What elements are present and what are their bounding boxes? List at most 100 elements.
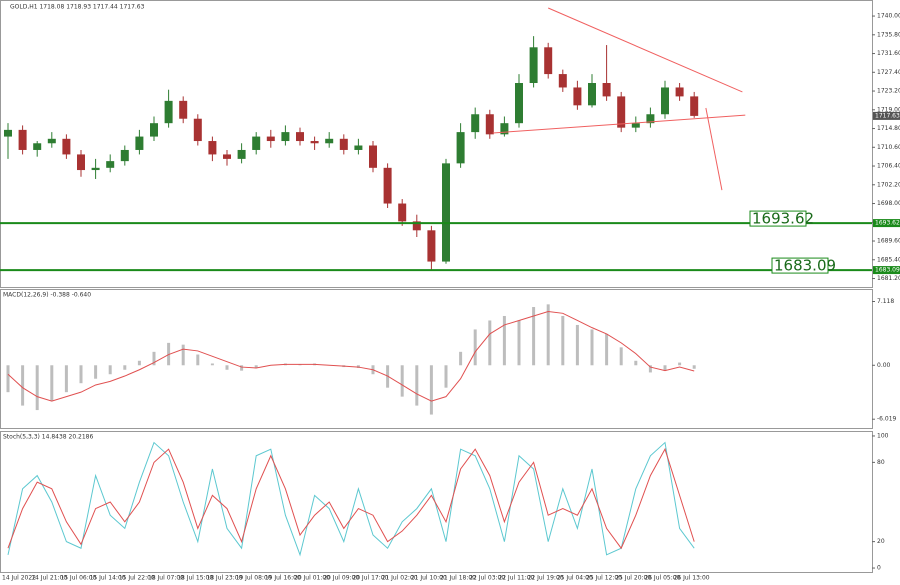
- level-label-box: [749, 210, 807, 227]
- macd-panel: [0, 289, 873, 429]
- y-tick-label: 1706.40: [877, 163, 900, 170]
- last-price-label: 1717.63: [875, 112, 900, 119]
- macd-bar: [590, 329, 594, 366]
- y-tick-label: 1685.40: [877, 256, 900, 263]
- candle-body: [33, 143, 42, 150]
- candle-body: [296, 132, 304, 142]
- y-tick-label: 1723.20: [877, 88, 900, 95]
- macd-bar: [64, 365, 68, 393]
- candle-body: [442, 163, 450, 262]
- main-panel: [0, 0, 873, 288]
- candle-body: [4, 129, 12, 137]
- macd-bar: [429, 365, 433, 415]
- stoch-title: Stoch(5,3,3) 14.8438 20.2186: [3, 434, 94, 441]
- candle-body: [369, 145, 377, 168]
- macd-bar: [196, 354, 200, 366]
- x-tick-label: 20 Jul 01:00: [294, 575, 330, 582]
- candle-body: [544, 47, 553, 75]
- macd-title: MACD(12,26,9) -0.388 -0.640: [3, 292, 91, 299]
- macd-bar: [210, 363, 214, 366]
- y-tick-label: 1710.60: [877, 144, 900, 151]
- candle-body: [631, 123, 640, 128]
- macd-bar: [561, 315, 565, 366]
- macd-bar: [575, 324, 579, 366]
- candle-body: [18, 129, 27, 150]
- x-tick-label: 22 Jul 11:00: [498, 575, 534, 582]
- macd-bar: [35, 365, 39, 411]
- x-tick-label: 18 Jul 07:00: [148, 575, 184, 582]
- x-tick-label: 15 Jul 06:00: [60, 575, 96, 582]
- y-tick-label: 1727.40: [877, 69, 900, 76]
- x-tick-label: 15 Jul 14:00: [90, 575, 126, 582]
- level-label: 1693.62: [752, 210, 814, 228]
- macd-bar: [502, 315, 506, 366]
- candle-body: [471, 114, 480, 133]
- chart-title: GOLD,H1 1718.08 1718.93 1717.44 1717.63: [10, 4, 145, 11]
- stoch-line: [7, 447, 695, 550]
- macd-bar: [648, 365, 652, 373]
- stoch-line: [7, 441, 695, 557]
- candle-body: [106, 161, 115, 168]
- x-tick-label: 22 Jul 03:00: [469, 575, 505, 582]
- candle-body: [193, 118, 202, 142]
- candle-body: [281, 132, 290, 142]
- x-tick-label: 19 Jul 08:00: [236, 575, 272, 582]
- candle-body: [690, 96, 699, 116]
- candle-body: [412, 221, 421, 231]
- candle-body: [208, 141, 217, 155]
- level-label: 1683.09: [774, 257, 836, 275]
- macd-bar: [605, 333, 609, 366]
- candle-body: [179, 100, 188, 119]
- y-tick-label: 7.118: [877, 298, 894, 305]
- macd-bar: [663, 365, 667, 371]
- macd-bar: [415, 365, 419, 406]
- macd-bar: [517, 320, 521, 366]
- x-tick-label: 25 Jul 12:00: [586, 575, 622, 582]
- x-tick-label: 18 Jul 23:00: [206, 575, 242, 582]
- candle-body: [47, 138, 56, 144]
- candle-body: [456, 132, 465, 164]
- y-tick-label: 1714.80: [877, 125, 900, 132]
- candle-body: [485, 114, 494, 135]
- y-tick-label: 1719.00: [877, 106, 900, 113]
- candle-body: [62, 138, 71, 155]
- x-tick-label: 18 Jul 15:00: [177, 575, 213, 582]
- macd-bar: [473, 329, 477, 366]
- macd-bar: [123, 365, 127, 370]
- x-tick-label: 26 Jul 13:00: [674, 575, 710, 582]
- x-tick-label: 21 Jul 18:00: [440, 575, 476, 582]
- macd-bar: [50, 365, 54, 402]
- x-tick-label: 21 Jul 10:00: [411, 575, 447, 582]
- y-tick-label: 1702.20: [877, 181, 900, 188]
- trend-line: [705, 107, 723, 191]
- macd-bar: [254, 365, 258, 368]
- macd-bar: [240, 365, 244, 371]
- candle-body: [77, 154, 85, 171]
- y-tick-label: 1740.00: [877, 13, 900, 20]
- axis-level-box: [873, 266, 900, 275]
- candle-body: [266, 136, 275, 142]
- macd-bar: [94, 365, 98, 379]
- macd-bar: [108, 365, 112, 375]
- y-tick-label: 80: [877, 459, 885, 466]
- candle-body: [237, 149, 246, 159]
- macd-bar: [634, 360, 638, 366]
- x-tick-label: 14 Jul 21:00: [31, 575, 67, 582]
- candle-body: [325, 138, 334, 144]
- macd-bar: [79, 365, 83, 384]
- macd-bar: [678, 362, 682, 366]
- candle-body: [617, 96, 626, 128]
- macd-bar: [459, 351, 463, 366]
- macd-bar: [225, 365, 229, 370]
- macd-bar: [488, 320, 492, 366]
- y-tick-label: -6.019: [877, 416, 897, 423]
- axis-level-label: 1683.09: [875, 267, 900, 274]
- signal-line: [7, 310, 695, 402]
- y-tick-label: 0: [877, 565, 881, 572]
- macd-bar: [152, 351, 156, 366]
- candle-body: [354, 145, 363, 150]
- macd-bar: [546, 304, 550, 366]
- candle-body: [661, 87, 669, 115]
